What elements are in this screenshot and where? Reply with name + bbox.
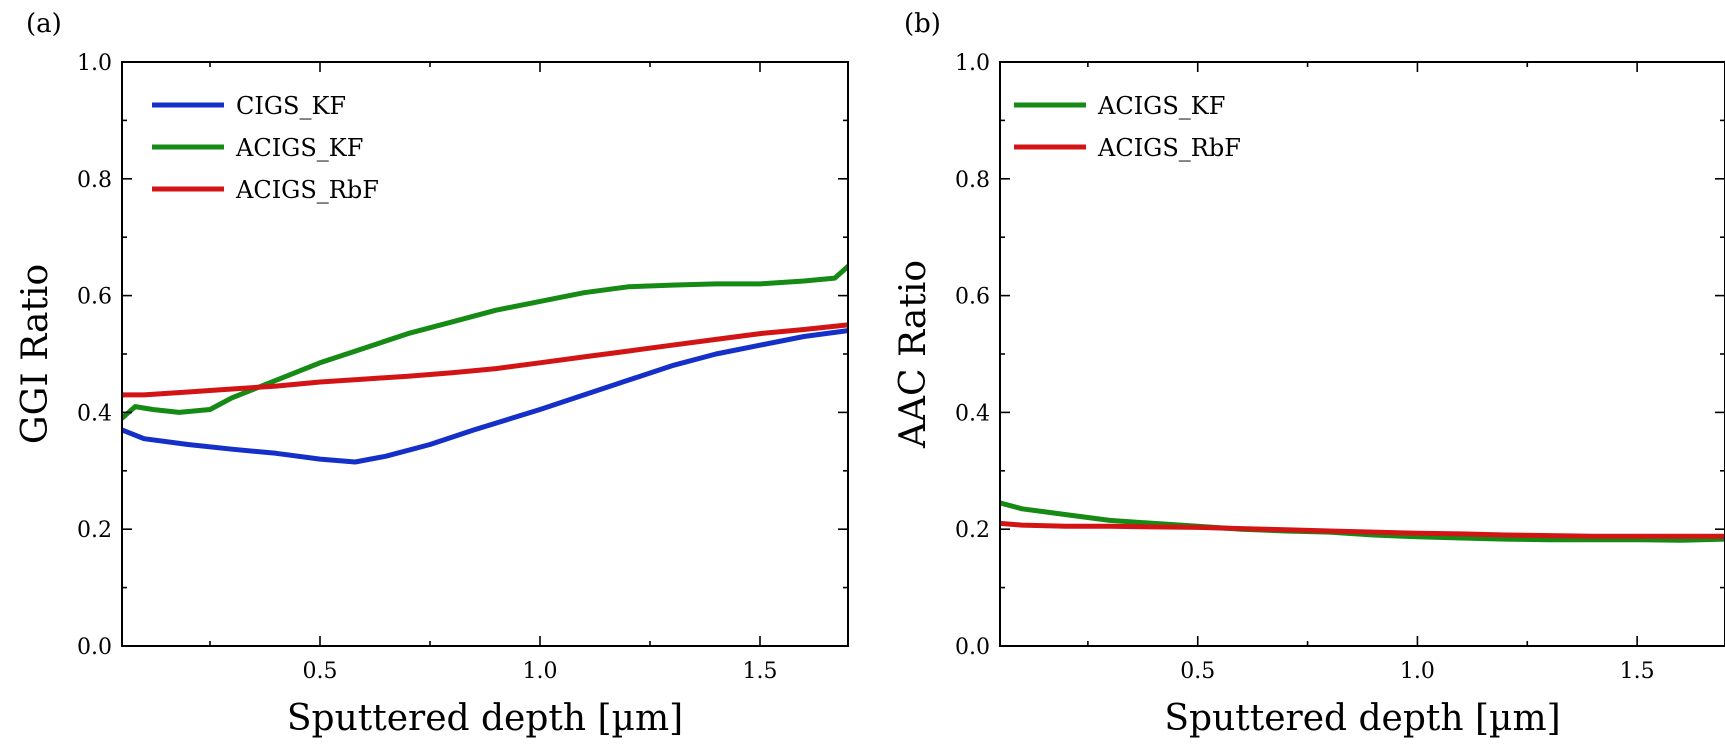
panel-label: (b) — [904, 9, 941, 39]
panel-b: (b) 0.0 0.2 0.4 0.6 0.8 1.0 0.5 1.0 1.5 Sputtered … — [893, 9, 1725, 739]
y-tick-label: 0.2 — [77, 518, 112, 543]
y-tick-label: 0.0 — [955, 635, 990, 660]
plot-frame — [121, 61, 849, 647]
y-tick-label: 0.8 — [955, 168, 990, 193]
legend-label: CIGS_KF — [236, 92, 346, 120]
series-line-acigs-kf — [122, 263, 848, 421]
y-axis-title: GGI Ratio — [15, 264, 56, 444]
series-line-acigs-rbf — [122, 322, 848, 398]
y-tick-label: 0.4 — [955, 401, 990, 426]
x-tick-label: 1.0 — [1400, 659, 1435, 684]
x-tick-label: 1.5 — [1620, 659, 1655, 684]
y-tick-label: 0.0 — [77, 635, 112, 660]
legend: CIGS_KF ACIGS_KF ACIGS_RbF — [152, 92, 379, 204]
series-line-acigs-rbf — [1000, 520, 1725, 539]
series-line-cigs-kf — [122, 328, 848, 465]
y-tick-label: 0.2 — [955, 518, 990, 543]
x-axis-title: Sputtered depth [µm] — [287, 698, 683, 739]
legend-label: ACIGS_KF — [1097, 92, 1225, 120]
y-tick-label: 1.0 — [955, 51, 990, 76]
x-tick-label: 0.5 — [1180, 659, 1215, 684]
y-tick-label: 0.6 — [77, 285, 112, 310]
legend-label: ACIGS_RbF — [1097, 134, 1241, 162]
plot-area — [1000, 500, 1725, 543]
y-tick-label: 0.8 — [77, 168, 112, 193]
panel-a: (a) 0.0 0.2 0.4 0.6 0.8 1.0 0.5 1.0 1.5 Sputtered … — [15, 9, 849, 739]
legend: ACIGS_KF ACIGS_RbF — [1014, 92, 1241, 162]
legend-label: ACIGS_RbF — [235, 176, 379, 204]
y-tick-label: 1.0 — [77, 51, 112, 76]
x-tick-label: 1.5 — [743, 659, 778, 684]
legend-label: ACIGS_KF — [235, 134, 363, 162]
y-tick-label: 0.4 — [77, 401, 112, 426]
plot-area — [122, 263, 848, 465]
x-tick-label: 1.0 — [523, 659, 558, 684]
panel-label: (a) — [26, 9, 62, 39]
y-tick-label: 0.6 — [955, 285, 990, 310]
x-tick-label: 0.5 — [303, 659, 338, 684]
y-axis-title: AAC Ratio — [893, 260, 934, 449]
x-axis-title: Sputtered depth [µm] — [1164, 698, 1560, 739]
